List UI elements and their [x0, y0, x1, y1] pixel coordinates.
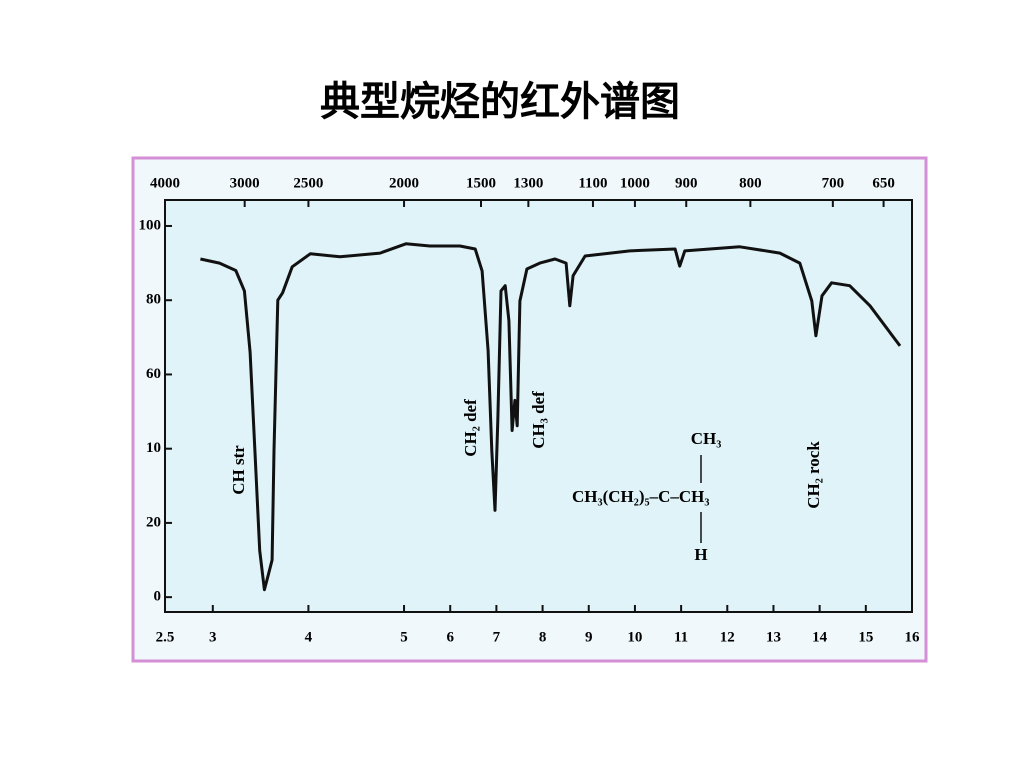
x-tick-label: 2.5: [156, 629, 175, 645]
x2-tick-label: 2000: [389, 175, 419, 191]
x2-tick-label: 4000: [150, 175, 180, 191]
y-tick-label: 0: [154, 589, 162, 605]
spectrum-line: [200, 242, 902, 592]
x-tick-label: 6: [446, 629, 454, 645]
annotation: CH₃ def: [529, 391, 548, 449]
y-tick-label: 20: [146, 514, 161, 530]
x-tick-label: 7: [493, 629, 501, 645]
x2-tick-label: 1000: [620, 175, 650, 191]
x-tick-label: 5: [400, 629, 408, 645]
x2-tick-label: 3000: [230, 175, 260, 191]
x2-tick-label: 900: [675, 175, 698, 191]
annotation: CH str: [229, 445, 248, 495]
x2-tick-label: 2500: [293, 175, 323, 191]
y-tick-label: 10: [146, 440, 161, 456]
x-tick-label: 4: [305, 629, 313, 645]
formula-text: CH₃: [691, 429, 722, 448]
y-tick-label: 60: [146, 366, 161, 382]
x2-tick-label: 1300: [513, 175, 543, 191]
x2-tick-label: 650: [872, 175, 895, 191]
y-tick-label: 100: [139, 217, 162, 233]
x-tick-label: 3: [209, 629, 217, 645]
x-tick-label: 14: [812, 629, 828, 645]
x2-tick-label: 1100: [578, 175, 607, 191]
x-tick-label: 15: [858, 629, 873, 645]
x2-tick-label: 1500: [466, 175, 496, 191]
annotation: CH₂ def: [461, 399, 480, 457]
x-tick-label: 9: [585, 629, 593, 645]
x-tick-label: 12: [720, 629, 735, 645]
formula-text: CH₃(CH₂)₅–C–CH₃: [572, 487, 710, 506]
x-tick-label: 16: [905, 629, 921, 645]
slide-title: 典型烷烃的红外谱图: [320, 79, 680, 125]
y-tick-label: 80: [146, 292, 161, 308]
x-tick-label: 11: [674, 629, 688, 645]
formula-text: H: [694, 545, 707, 564]
x-tick-label: 10: [627, 629, 642, 645]
x-tick-label: 13: [766, 629, 781, 645]
annotation: CH₂ rock: [804, 441, 823, 509]
x-tick-label: 8: [539, 629, 547, 645]
x2-tick-label: 700: [822, 175, 845, 191]
x2-tick-label: 800: [739, 175, 762, 191]
plot-area: [164, 199, 913, 613]
